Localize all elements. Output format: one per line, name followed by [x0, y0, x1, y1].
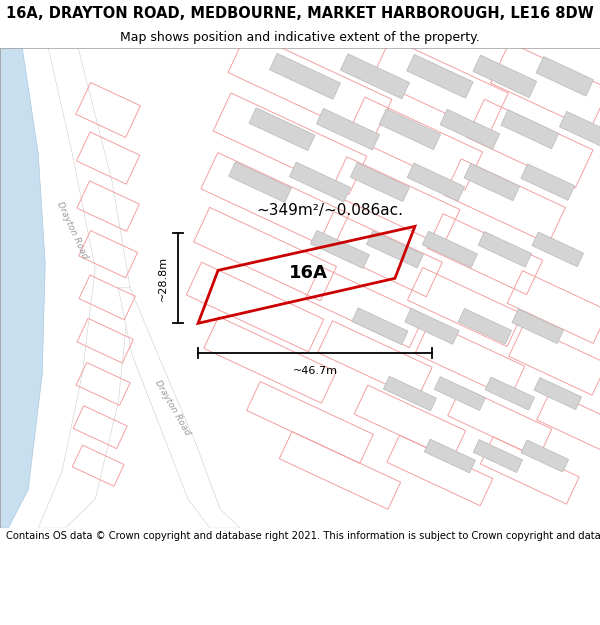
Polygon shape: [0, 48, 45, 528]
Polygon shape: [316, 108, 380, 150]
Text: ~28.8m: ~28.8m: [158, 256, 168, 301]
Text: 16A, DRAYTON ROAD, MEDBOURNE, MARKET HARBOROUGH, LE16 8DW: 16A, DRAYTON ROAD, MEDBOURNE, MARKET HAR…: [6, 6, 594, 21]
Polygon shape: [0, 48, 600, 528]
Text: Contains OS data © Crown copyright and database right 2021. This information is : Contains OS data © Crown copyright and d…: [6, 531, 600, 541]
Polygon shape: [559, 111, 600, 147]
Polygon shape: [424, 439, 475, 473]
Polygon shape: [367, 231, 424, 268]
Polygon shape: [269, 53, 340, 99]
Polygon shape: [485, 377, 535, 410]
Polygon shape: [38, 48, 130, 528]
Polygon shape: [434, 377, 485, 411]
Polygon shape: [532, 232, 584, 267]
Text: Drayton Road: Drayton Road: [55, 200, 89, 260]
Polygon shape: [249, 107, 315, 151]
Text: 16A: 16A: [289, 264, 328, 282]
Polygon shape: [458, 309, 512, 344]
Polygon shape: [383, 376, 436, 411]
Polygon shape: [350, 162, 410, 202]
Polygon shape: [289, 162, 350, 202]
Polygon shape: [536, 57, 593, 96]
Polygon shape: [340, 54, 410, 99]
Polygon shape: [422, 231, 478, 268]
Text: ~349m²/~0.086ac.: ~349m²/~0.086ac.: [256, 203, 403, 218]
Polygon shape: [440, 109, 500, 149]
Polygon shape: [521, 164, 575, 200]
Polygon shape: [407, 163, 464, 201]
Polygon shape: [118, 288, 240, 528]
Polygon shape: [464, 163, 520, 201]
Polygon shape: [229, 162, 292, 202]
Text: Map shows position and indicative extent of the property.: Map shows position and indicative extent…: [120, 31, 480, 44]
Text: ~46.7m: ~46.7m: [292, 366, 337, 376]
Polygon shape: [473, 55, 537, 98]
Polygon shape: [521, 440, 569, 472]
Polygon shape: [405, 308, 459, 344]
Polygon shape: [352, 308, 408, 344]
Polygon shape: [473, 439, 523, 472]
Polygon shape: [512, 309, 563, 344]
Polygon shape: [534, 378, 581, 409]
Polygon shape: [501, 109, 559, 149]
Polygon shape: [407, 54, 473, 98]
Polygon shape: [311, 231, 370, 268]
Text: Drayton Road: Drayton Road: [152, 379, 191, 437]
Polygon shape: [478, 232, 532, 267]
Polygon shape: [379, 109, 440, 149]
